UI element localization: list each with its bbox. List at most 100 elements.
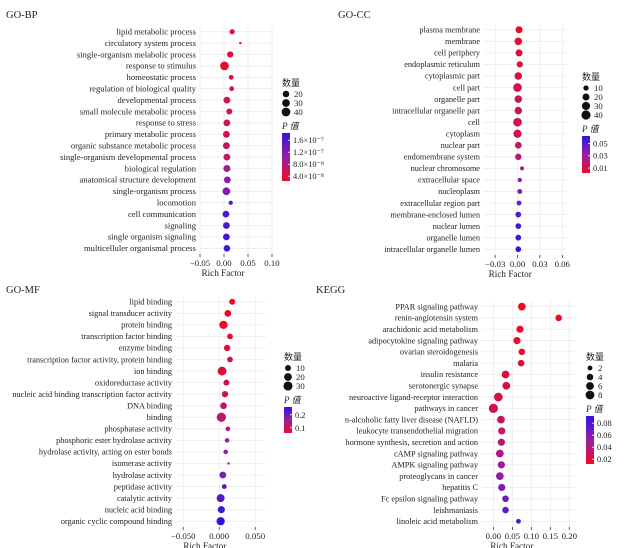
term-label: peptidase activity [114,482,173,491]
data-point [223,119,231,127]
term-label: proteoglycans in cancer [399,472,478,481]
term-label: pathways in cancer [414,404,478,413]
data-point [223,176,231,184]
data-point [515,26,523,34]
data-point [216,494,225,503]
x-tick-label: 0.15 [543,531,559,541]
x-tick-label: 0.00 [486,531,502,541]
data-point [497,438,505,446]
data-point [516,61,523,68]
size-legend-label: 10 [594,83,603,93]
size-legend-label: 40 [594,110,603,120]
term-label: nuclear part [441,141,481,150]
plot-area [484,24,566,255]
color-legend-title: P 值 [585,404,605,414]
x-tick-label: 0.00 [216,258,232,268]
size-legend-label: 6 [598,381,603,391]
term-label: DNA binding [127,401,172,410]
colorbar-label: 0.01 [593,164,608,173]
term-label: endoplasmic reticulum [404,60,480,69]
size-legend-title: 数量 [582,71,600,82]
data-point [501,370,510,379]
term-label: extracellular region part [400,199,480,208]
size-legend-label: 4 [598,372,603,382]
term-label: n-alcoholic fatty liver disease (NAFLD) [345,415,478,424]
data-point [513,129,522,138]
data-point [216,517,225,526]
size-legend-label: 20 [296,372,305,382]
size-legend-label: 10 [296,363,305,373]
term-label: ovarian steroidogenesis [400,348,478,357]
term-label: phosphoric ester hydrolase activity [56,436,173,445]
data-point [224,438,230,443]
size-legend-dot [285,365,291,371]
data-point [518,348,526,356]
term-label: intracellular organelle lumen [384,245,481,254]
term-label: nuclear lumen [433,222,481,231]
data-point [217,506,225,514]
size-legend-dot [586,373,594,381]
colorbar [582,136,590,173]
size-legend-dot [581,101,591,111]
term-label: enzyme binding [119,344,172,353]
colorbar-label: 1.6×10⁻⁷ [293,136,324,145]
x-tick-label: 0.20 [562,531,578,541]
term-label: hepatitis C [442,483,478,492]
data-point [223,153,231,161]
term-label: organic substance metabolic process [71,141,197,151]
size-legend-label: 20 [594,92,603,102]
term-label: cell part [453,83,481,92]
x-tick-label: −0.05 [190,258,211,268]
data-point [513,336,521,345]
data-point [497,415,505,424]
data-point [219,471,227,479]
x-tick-label: 0.10 [264,258,280,268]
data-point [220,61,229,71]
colorbar-label: 0.06 [597,431,612,440]
data-point [229,29,235,35]
size-legend-dot [581,110,591,120]
size-legend-dot [585,390,595,400]
data-point [498,483,506,492]
term-label: multicelluler organismal process [84,243,197,253]
data-point [495,449,504,458]
x-axis-label: Rich Factor [490,541,533,548]
term-label: cell communication [128,209,197,219]
panel-cc: GO-CC plasma membrane membrane cell periphe… [338,10,608,279]
size-legend-title: 数量 [282,77,300,88]
term-label: nuclear chromosome [411,164,481,173]
size-legend-dot [283,381,293,391]
plot-area [200,26,272,254]
data-point [514,37,523,46]
colorbar-label: 0.02 [597,455,612,464]
data-point [223,449,228,455]
size-legend-label: 20 [294,89,303,99]
term-label: single-organism process [113,186,197,196]
term-label: membrane [445,37,480,46]
colorbar-label: 4.0×10⁻⁸ [293,172,324,181]
term-label: malaria [453,359,478,368]
term-label: hydrolase activity, acting on ester bond… [39,448,172,457]
data-point [226,108,233,115]
size-legend-dot [282,99,290,107]
data-point [514,106,523,115]
data-point [513,117,522,127]
data-point [498,427,506,435]
term-label: catalytic activity [117,494,173,503]
x-tick-label: 0.050 [245,531,265,541]
term-label: organelle part [434,95,480,104]
term-label: nucleic acid binding transcription facto… [12,390,173,399]
data-point [222,130,230,138]
term-label: binding [147,413,172,422]
term-label: small molecule metabolic process [80,106,197,116]
color-legend-title: P 值 [581,124,601,134]
term-label: lipid binding [129,298,172,307]
term-label: adipocytokine signaling pathway [368,336,479,345]
term-label: single organism signaling [108,232,197,242]
term-label: protein binding [121,321,172,330]
size-legend-label: 30 [296,381,305,391]
size-legend-label: 30 [594,101,603,111]
term-label: insulin resistance [421,370,479,379]
size-legend-dot [583,85,589,91]
